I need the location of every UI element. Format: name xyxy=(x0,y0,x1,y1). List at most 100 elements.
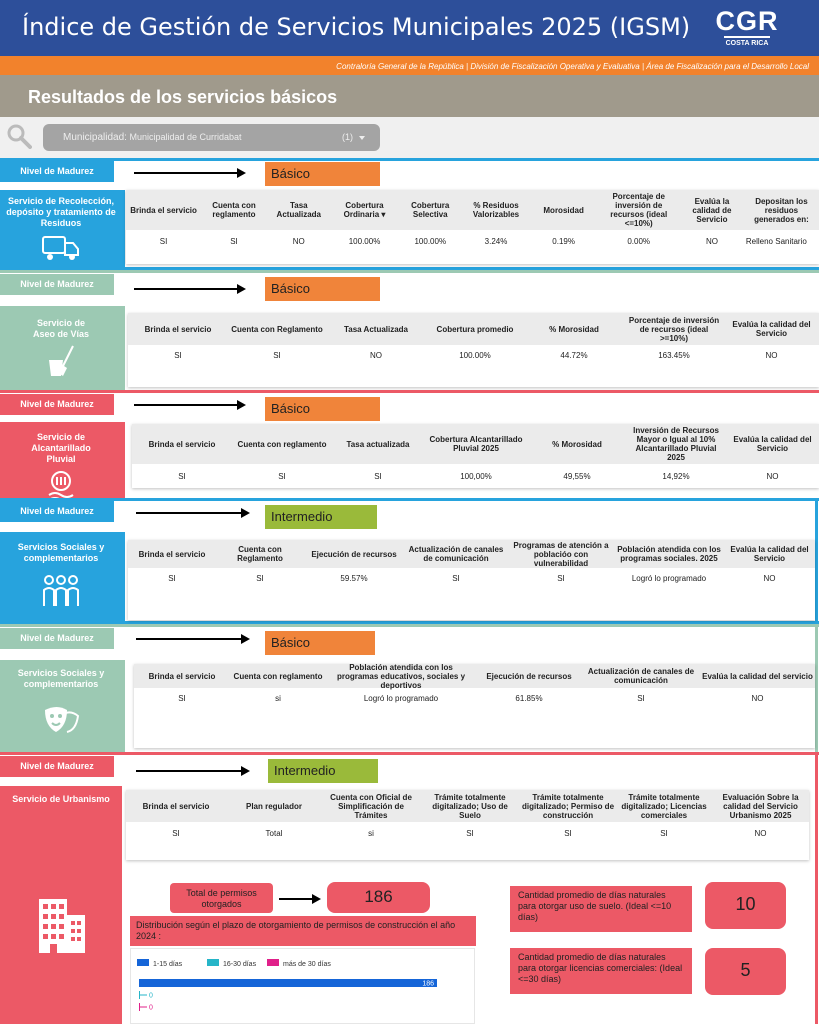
table-cell: 3.24% xyxy=(484,236,508,246)
column-header: Trámite totalmente digitalizado; Uso de … xyxy=(432,792,508,820)
column-header: Cuenta con Oficial de Simplificación de … xyxy=(330,792,412,820)
data-label: 0 xyxy=(149,1005,153,1012)
column-header[interactable]: Cobertura Ordinaria ▾ xyxy=(343,201,386,219)
licencias-value: 5 xyxy=(705,948,786,995)
permisos-label: Total de permisos otorgados xyxy=(170,883,273,913)
column-header: Brinda el servicio xyxy=(144,324,212,334)
column-header: % Residuos Valorizables xyxy=(472,201,520,219)
table-cell: SI xyxy=(660,828,668,838)
service-table: Brinda el servicio Cuenta con Reglamento E… xyxy=(128,540,815,620)
permisos-chart: 1-15 días 16-30 días más de 30 días 186 0 0 xyxy=(130,948,475,1024)
table-cell: SI xyxy=(230,236,238,246)
column-header: Brinda el servicio xyxy=(148,671,216,681)
uso-suelo-label: Cantidad promedio de días naturales para… xyxy=(510,886,692,932)
filter-label: Municipalidad: xyxy=(63,132,127,143)
column-header: Plan regulador xyxy=(245,801,302,811)
table-cell: SI xyxy=(273,350,281,360)
column-header: Trámite totalmente digitalizado; Permiso… xyxy=(522,792,615,820)
column-header: Ejecución de recursos xyxy=(311,549,397,559)
column-header: Evalúa la calidad del Servicio xyxy=(733,435,812,453)
nivel-label: Nivel de Madurez xyxy=(0,628,114,649)
service-title: Servicio de Alcantarillado Pluvial xyxy=(0,422,122,503)
section-title: Resultados de los servicios básicos xyxy=(0,75,819,117)
legend-swatch xyxy=(207,959,219,966)
nivel-label: Nivel de Madurez xyxy=(0,394,114,415)
garbage-truck-icon xyxy=(42,236,79,260)
table-cell: NO xyxy=(370,350,382,360)
column-header: % Morosidad xyxy=(549,324,599,334)
nivel-label: Nivel de Madurez xyxy=(0,501,114,522)
column-header: Brinda el servicio xyxy=(142,801,210,811)
subheader: Contraloría General de la República | Di… xyxy=(0,56,819,75)
arrow-icon xyxy=(134,400,246,410)
table-cell: 100.00% xyxy=(348,236,381,246)
table-cell: 100,00% xyxy=(460,471,492,481)
service-block-urbanismo: Nivel de Madurez Intermedio Servicio de … xyxy=(0,752,819,1024)
column-header: Evaluación Sobre la calidad del Servicio… xyxy=(722,792,799,820)
service-title: Servicios Sociales y complementarios xyxy=(0,532,122,624)
service-title: Servicios Sociales y complementarios xyxy=(0,660,122,752)
service-block-alcantarillado: Nivel de Madurez Básico Servicio de Alca… xyxy=(0,390,819,503)
legend-label: más de 30 días xyxy=(283,961,331,968)
legend-swatch xyxy=(137,959,149,966)
column-header: Evalúa la calidad del Servicio xyxy=(730,545,809,563)
table-cell: SI xyxy=(466,828,474,838)
table-cell: NO xyxy=(766,471,779,481)
column-header: Población atendida con los programas soc… xyxy=(617,545,721,563)
nivel-badge: Básico xyxy=(265,162,380,186)
app-header: Índice de Gestión de Servicios Municipal… xyxy=(0,0,819,56)
data-label: 0 xyxy=(149,993,153,1000)
nivel-label: Nivel de Madurez xyxy=(0,756,114,777)
service-title: Servicio de Recolección, depósito y trat… xyxy=(0,190,122,270)
municipalidad-dropdown[interactable]: Municipalidad: Municipalidad de Curridab… xyxy=(43,124,380,151)
table-cell: Logró lo programado xyxy=(363,693,439,703)
table-cell: SI xyxy=(256,573,264,583)
column-header: Cobertura Selectiva xyxy=(411,201,450,219)
nivel-label: Nivel de Madurez xyxy=(0,161,114,182)
table-cell: SI xyxy=(174,350,182,360)
table-cell: 59.57% xyxy=(340,573,368,583)
arrow-icon xyxy=(136,766,250,776)
table-cell: 100.00% xyxy=(414,236,447,246)
service-title: Servicio de Aseo de Vías xyxy=(0,306,122,390)
column-header: Cuenta con Reglamento xyxy=(231,324,323,334)
filter-count: (1) xyxy=(342,132,353,142)
table-cell: 44.72% xyxy=(560,350,588,360)
legend-label: 1-15 días xyxy=(153,961,183,968)
building-icon xyxy=(39,899,85,953)
table-cell: NO xyxy=(292,236,305,246)
table-cell: SI xyxy=(637,693,645,703)
service-table: Brinda el servicio Plan regulador Cuenta c… xyxy=(126,790,809,860)
column-header: Porcentaje de inversión de recursos (ide… xyxy=(628,315,720,343)
table-cell: Relleno Sanitario xyxy=(745,236,807,246)
column-header: Población atendida con los programas edu… xyxy=(336,662,466,690)
chart-title: Distribución según el plazo de otorgamie… xyxy=(130,916,476,946)
column-header: Cuenta con Reglamento xyxy=(237,545,283,563)
column-header: Evalúa la calidad del Servicio xyxy=(732,320,811,338)
service-title: Servicio de Urbanismo xyxy=(0,786,122,1024)
chevron-down-icon xyxy=(359,136,365,140)
data-label: 186 xyxy=(422,981,434,988)
column-header: Tasa actualizada xyxy=(346,439,410,449)
column-header: Evalúa la calidad de Servicio xyxy=(692,196,732,224)
filter-value: Municipalidad de Curridabat xyxy=(129,132,242,142)
table-cell: 61.85% xyxy=(515,693,543,703)
column-header: Brinda el servicio xyxy=(138,549,206,559)
permisos-bar-chart: 1-15 días 16-30 días más de 30 días 186 0 0 xyxy=(137,959,437,1012)
table-cell: SI xyxy=(278,471,286,481)
nivel-badge: Básico xyxy=(265,631,375,655)
column-header: Tasa Actualizada xyxy=(343,324,409,334)
table-cell: 100.00% xyxy=(459,350,491,360)
column-header: Trámite totalmente digitalizado; Licenci… xyxy=(621,792,707,820)
licencias-label: Cantidad promedio de días naturales para… xyxy=(510,948,692,994)
nivel-badge: Intermedio xyxy=(268,759,378,783)
column-header: % Morosidad xyxy=(552,439,602,449)
column-header: Cobertura promedio xyxy=(436,324,514,334)
permisos-value: 186 xyxy=(327,882,430,913)
table-cell: 49,55% xyxy=(563,471,591,481)
column-header: Ejecución de recursos xyxy=(486,671,572,681)
column-header: Cuenta con reglamento xyxy=(233,671,323,681)
search-icon[interactable] xyxy=(6,123,32,149)
nivel-label: Nivel de Madurez xyxy=(0,274,114,295)
sort-desc-icon[interactable]: ▾ xyxy=(379,210,386,219)
